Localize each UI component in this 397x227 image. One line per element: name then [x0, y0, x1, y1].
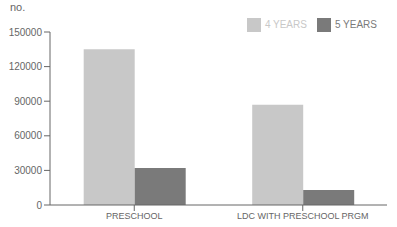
svg-text:LDC WITH PRESCHOOL PRGM: LDC WITH PRESCHOOL PRGM — [237, 211, 369, 221]
svg-text:60000: 60000 — [14, 130, 42, 141]
html-text:no.: no. — [10, 1, 26, 13]
svg-text:0: 0 — [36, 200, 42, 211]
svg-text:120000: 120000 — [9, 61, 43, 72]
html-text:5 YEARS: 5 YEARS — [334, 18, 377, 30]
svg-text:30000: 30000 — [14, 165, 42, 176]
html-text:4 YEARS: 4 YEARS — [264, 18, 307, 30]
svg-text:90000: 90000 — [14, 96, 42, 107]
svg-text:PRESCHOOL: PRESCHOOL — [106, 211, 163, 221]
svg-text:150000: 150000 — [9, 27, 43, 38]
